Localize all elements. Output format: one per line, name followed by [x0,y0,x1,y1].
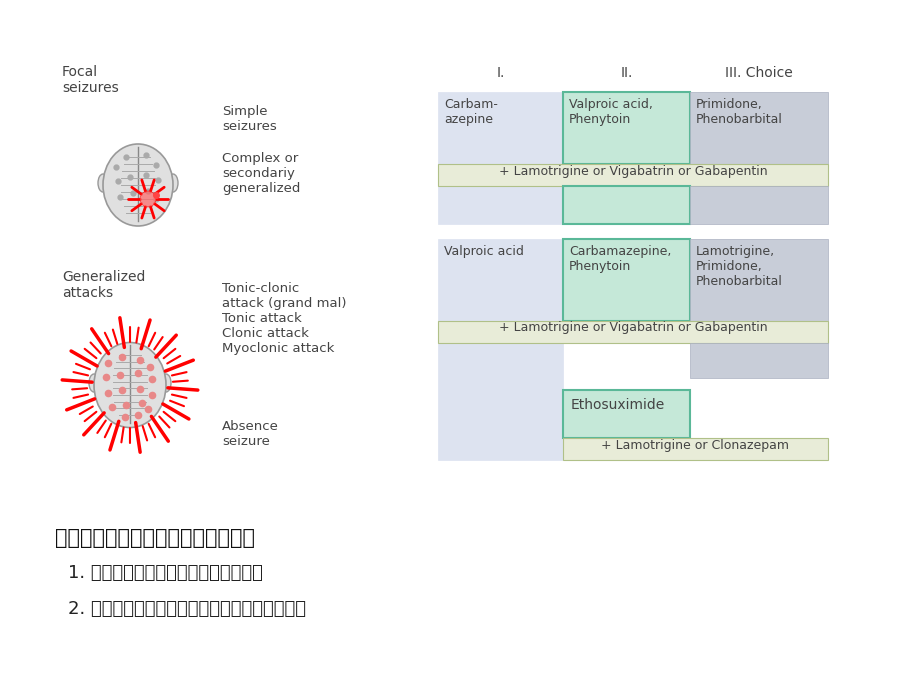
Text: Simple
seizures: Simple seizures [221,105,277,133]
Ellipse shape [98,174,108,192]
Ellipse shape [168,174,177,192]
Bar [562,390,689,438]
Text: Generalized
attacks: Generalized attacks [62,270,145,300]
Text: Ethosuximide: Ethosuximide [571,398,664,412]
Text: Focal
seizures: Focal seizures [62,65,119,95]
Ellipse shape [103,144,173,226]
Text: II.: II. [619,66,632,80]
Bar [562,239,689,321]
Text: 1. 作用于病灶神经元，减少异常放电；: 1. 作用于病灶神经元，减少异常放电； [68,564,263,582]
Bar [437,92,562,224]
Text: Primidone,
Phenobarbital: Primidone, Phenobarbital [696,98,782,126]
Bar [562,186,689,224]
Bar [437,321,827,343]
Ellipse shape [161,374,171,392]
Circle shape [140,191,156,207]
Text: III. Choice: III. Choice [724,66,792,80]
Text: Carbamazepine,
Phenytoin: Carbamazepine, Phenytoin [568,245,671,273]
Text: Absence
seizure: Absence seizure [221,420,278,448]
Text: 2. 作用于周围正常组织，防止异常放电的扩散。: 2. 作用于周围正常组织，防止异常放电的扩散。 [68,600,306,618]
Ellipse shape [94,342,165,428]
Bar [689,239,827,321]
Bar [562,92,689,164]
Bar [437,239,562,460]
Bar [689,186,827,224]
Bar [689,343,827,378]
Text: Valproic acid: Valproic acid [444,245,523,258]
Text: Lamotrigine,
Primidone,
Phenobarbital: Lamotrigine, Primidone, Phenobarbital [696,245,782,288]
Text: Tonic-clonic
attack (grand mal)
Tonic attack
Clonic attack
Myoclonic attack: Tonic-clonic attack (grand mal) Tonic at… [221,282,346,355]
Text: 抗癌疫药的主要机制（治疗策略）：: 抗癌疫药的主要机制（治疗策略）： [55,528,255,548]
Text: Complex or
secondariy
generalized: Complex or secondariy generalized [221,152,300,195]
Text: Valproic acid,
Phenytoin: Valproic acid, Phenytoin [568,98,652,126]
Text: + Lamotrigine or Vigabatrin or Gabapentin: + Lamotrigine or Vigabatrin or Gabapenti… [498,164,766,177]
Bar [437,164,827,186]
Bar [689,92,827,164]
Text: + Lamotrigine or Vigabatrin or Gabapentin: + Lamotrigine or Vigabatrin or Gabapenti… [498,322,766,335]
Text: I.: I. [495,66,505,80]
Bar [562,438,827,460]
Ellipse shape [89,374,99,392]
Text: + Lamotrigine or Clonazepam: + Lamotrigine or Clonazepam [601,439,789,451]
Text: Carbam-
azepine: Carbam- azepine [444,98,497,126]
